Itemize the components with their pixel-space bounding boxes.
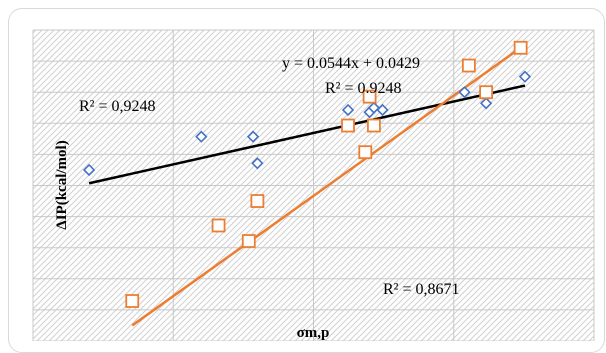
r2-top-label: R² = 0.9248 — [325, 80, 402, 97]
r2-bottom-label: R² = 0,8671 — [383, 281, 460, 298]
x-axis-title: σm,p — [297, 325, 330, 341]
data-point-square — [367, 118, 381, 133]
data-point-square — [362, 89, 377, 104]
data-point-diamond — [195, 130, 208, 143]
data-point-diamond — [82, 163, 96, 177]
chart-svg: y = 0.0544x + 0.0429 R² = 0.9248 R² = 0,… — [32, 29, 595, 341]
data-point-square — [241, 234, 256, 248]
trendline-1 — [88, 84, 526, 185]
data-point-diamond — [367, 101, 381, 114]
data-point-diamond — [479, 97, 493, 110]
equation-label: y = 0.0544x + 0.0429 — [282, 55, 420, 72]
data-point-square — [125, 294, 140, 308]
data-point-diamond — [518, 70, 532, 83]
y-axis-title: ΔIP(kcal/mol) — [54, 140, 70, 229]
data-point-diamond — [458, 86, 471, 99]
data-point-square — [211, 218, 226, 233]
data-point-diamond — [341, 103, 355, 117]
data-point-square — [341, 118, 355, 133]
plot-area — [32, 29, 595, 341]
data-point-diamond — [251, 157, 264, 170]
data-point-square — [479, 85, 494, 100]
data-point-square — [250, 194, 265, 208]
trendline-2 — [131, 46, 522, 327]
data-point-diamond — [376, 103, 389, 117]
trendlines — [88, 46, 526, 327]
data-point-square — [461, 58, 476, 73]
data-point-square — [513, 40, 528, 55]
data-point-square — [358, 145, 373, 160]
data-point-diamond — [246, 130, 260, 143]
data-points — [82, 40, 532, 308]
r2-left-label: R² = 0,9248 — [79, 98, 156, 115]
